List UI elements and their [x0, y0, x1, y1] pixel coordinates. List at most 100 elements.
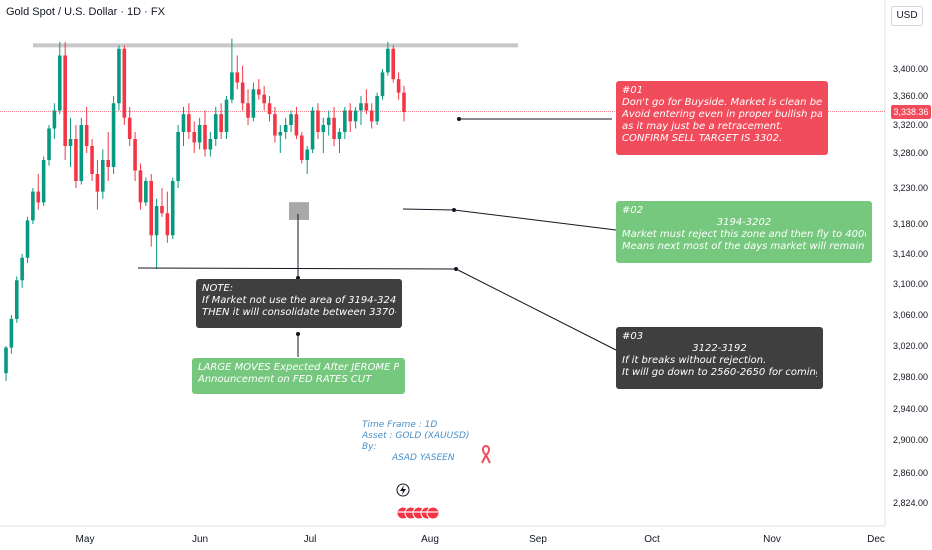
y-tick-label: 3,100.00 [893, 279, 928, 289]
x-tick-label: Jul [304, 534, 317, 545]
candle-body [144, 181, 148, 203]
candle-body [101, 160, 105, 192]
candle-body [391, 48, 396, 80]
us-flag-stripe [398, 511, 438, 513]
candle-body [386, 48, 390, 73]
meta-timeframe: Time Frame : 1D [362, 420, 438, 430]
candle-body [4, 347, 8, 374]
candle-body [63, 55, 67, 146]
note02-connector-a [402, 208, 455, 211]
candle-body [117, 48, 121, 104]
note02-connector-dot [452, 208, 456, 212]
candle-body [332, 117, 336, 139]
candle-body [337, 132, 342, 139]
candle-body [213, 114, 218, 139]
y-tick-label: 3,180.00 [893, 219, 928, 229]
candle-body [197, 125, 202, 143]
candle-body [219, 114, 223, 132]
candle-body [267, 103, 272, 115]
candle-body [321, 125, 326, 132]
candle-body [170, 181, 175, 236]
candle-body [278, 132, 283, 136]
note03-connector-a [137, 267, 457, 270]
candle-body [31, 191, 35, 221]
candles [4, 38, 406, 381]
candle-body [240, 82, 245, 104]
candle-body [160, 206, 164, 214]
candle-body [369, 110, 374, 122]
candle-body [224, 99, 229, 132]
candle-body [262, 94, 266, 104]
candle-body [353, 110, 358, 122]
powell-note-line-2: Announcement on FED RATES CUT [198, 374, 372, 385]
candle-body [176, 132, 180, 181]
candle-body [380, 72, 385, 96]
y-tick-label: 3,230.00 [893, 183, 928, 193]
candle-body [294, 114, 299, 136]
candle-body [90, 146, 94, 174]
candle-body [187, 114, 191, 132]
candle-body [106, 160, 110, 167]
candle-body [74, 139, 78, 181]
y-tick-label: 2,860.00 [893, 468, 928, 478]
candle-body [289, 114, 293, 125]
candle-body [348, 110, 353, 122]
note03-connector-b [455, 268, 617, 351]
candle-body [310, 110, 315, 150]
note-02-id: #02 [622, 205, 644, 216]
candle-body [402, 92, 406, 112]
candle-body [283, 125, 288, 132]
note-03-box[interactable]: #03 3122-3192 If it breaks without rejec… [616, 327, 823, 389]
note-03-line-2: It will go down to 2560-2650 for coming … [622, 367, 817, 378]
candle-body [230, 72, 234, 100]
candle-body [208, 139, 213, 150]
note03-connector-dot [454, 267, 458, 271]
note-02-range: 3194-3202 [716, 217, 772, 228]
candle-body [133, 139, 137, 171]
y-tick-label: 3,280.00 [893, 148, 928, 158]
candle-body [305, 149, 309, 160]
note-03-range: 3122-3192 [692, 343, 747, 354]
candle-body [127, 117, 132, 139]
note-02-box[interactable]: #02 3194-3202 Market must reject this zo… [616, 201, 872, 263]
symbol-title[interactable]: Gold Spot / U.S. Dollar · 1D · FX [6, 6, 165, 18]
note-01-line-4: as it may just be a retracement. [622, 121, 784, 132]
candle-body [359, 103, 363, 111]
powell-note-box[interactable]: LARGE MOVES Expected After JEROME POWELL… [192, 358, 405, 394]
meta-author: ASAD YASEEN [392, 453, 455, 463]
x-tick-label: Oct [644, 534, 660, 545]
candle-body [364, 103, 369, 111]
currency-selector[interactable]: USD [891, 6, 923, 26]
candle-body [84, 125, 89, 146]
candle-body [122, 48, 127, 118]
resistance-band [33, 43, 518, 48]
candle-body [300, 135, 304, 160]
candle-body [25, 220, 30, 258]
note-01-line-2: Don't go for Buyside. Market is clean be… [622, 97, 822, 108]
candle-body [375, 96, 379, 122]
x-tick-label: May [76, 534, 95, 545]
y-tick-label: 3,140.00 [893, 249, 928, 259]
consolidation-note-line-2: If Market not use the area of 3194-3246 [202, 295, 396, 306]
candle-body [79, 125, 84, 181]
note-01-box[interactable]: #01 Don't go for Buyside. Market is clea… [616, 81, 828, 155]
powell-note-line-1: LARGE MOVES Expected After JEROME POWELL [198, 362, 399, 373]
note01-connector-dot [457, 117, 461, 121]
last-price-label: 3,338.36 [891, 105, 931, 119]
note-01-line-5: CONFIRM SELL TARGET IS 3302. [622, 133, 783, 144]
powell-connector-dot [296, 332, 300, 336]
candle-body [14, 280, 19, 319]
note-03-line-1: If it breaks without rejection. [622, 355, 767, 366]
x-tick-label: Aug [421, 534, 439, 545]
meta-by: By: [362, 442, 377, 452]
event-icons[interactable] [396, 483, 440, 520]
x-tick-label: Sep [529, 534, 547, 545]
consolidation-note-box[interactable]: NOTE: If Market not use the area of 3194… [196, 279, 402, 328]
candle-body [138, 170, 143, 203]
y-axis-ticks: 3,400.00 3,360.00 3,320.00 3,280.00 3,230.00… [893, 64, 928, 508]
consolidation-note-line-1: NOTE: [202, 283, 234, 294]
candle-body [246, 103, 250, 118]
candle-body [343, 110, 347, 132]
annotation-lines [137, 117, 617, 357]
